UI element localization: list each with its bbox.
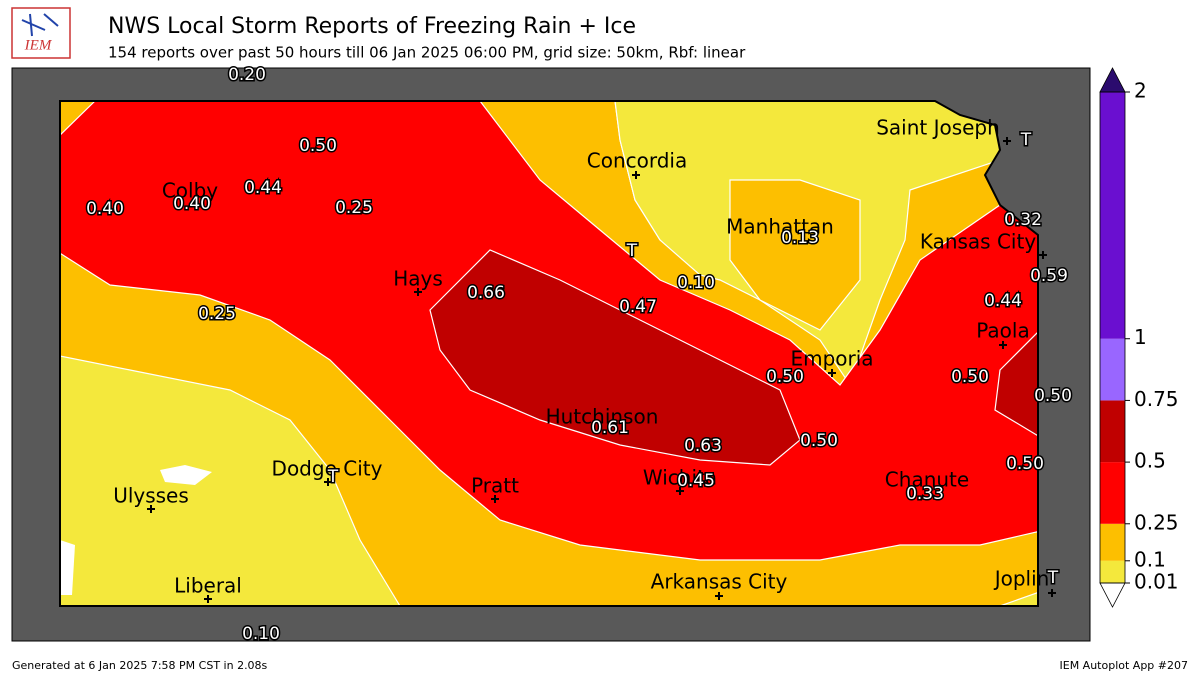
city-marker xyxy=(676,487,684,495)
subtitle: 154 reports over past 50 hours till 06 J… xyxy=(108,44,746,62)
city-marker xyxy=(1003,137,1011,145)
city-name: Concordia xyxy=(587,149,688,173)
city-name: Manhattan xyxy=(726,215,834,239)
report-label: 0.50 xyxy=(951,367,989,387)
city-marker xyxy=(491,495,499,503)
report-label: T xyxy=(626,241,638,261)
report-label: 0.40 xyxy=(86,199,124,219)
colorbar-over xyxy=(1099,67,1126,93)
colorbar-tick-label: 0.1 xyxy=(1134,547,1166,571)
report-label: 0.40 xyxy=(173,194,211,214)
city-marker xyxy=(999,341,1007,349)
colorbar-segment xyxy=(1100,92,1125,339)
colorbar-tick-label: 0.75 xyxy=(1134,387,1179,411)
report-label: 0.50 xyxy=(766,367,804,387)
colorbar-tick-label: 0.01 xyxy=(1134,570,1179,594)
city-marker xyxy=(414,288,422,296)
city-marker xyxy=(1039,251,1047,259)
city-name: Hutchinson xyxy=(546,405,659,429)
city-name: Chanute xyxy=(885,468,969,492)
colorbar-segment xyxy=(1100,400,1125,463)
city-marker xyxy=(632,171,640,179)
kansas-fill xyxy=(60,101,1038,606)
report-label: 0.32 xyxy=(1004,210,1042,230)
colorbar-tick-label: 0.5 xyxy=(1134,449,1166,473)
city-marker xyxy=(1048,589,1056,597)
report-label: 0.20 xyxy=(228,65,266,85)
logo: IEM xyxy=(11,7,71,59)
report-label: 0.63 xyxy=(684,436,722,456)
report-label: 0.50 xyxy=(800,431,838,451)
city-name: Dodge City xyxy=(272,457,383,481)
city-name: Wichita xyxy=(643,466,717,490)
city-name: Pratt xyxy=(471,474,519,498)
colorbar-tick-label: 2 xyxy=(1134,79,1147,103)
colorbar-segment xyxy=(1100,338,1125,401)
report-label: 0.59 xyxy=(1030,266,1068,286)
logo-icon xyxy=(21,13,59,37)
report-label: 0.25 xyxy=(335,198,373,218)
report-label: T xyxy=(1020,130,1032,150)
gap xyxy=(60,540,75,595)
city-marker xyxy=(147,505,155,513)
city-marker xyxy=(715,592,723,600)
report-label: 0.47 xyxy=(619,297,657,317)
logo-frame xyxy=(11,7,71,59)
title: NWS Local Storm Reports of Freezing Rain… xyxy=(108,14,636,39)
colorbar: 0.010.1 0.25 0.5 0.75 1 2 xyxy=(1099,67,1179,608)
logo-text: IEM xyxy=(24,37,53,53)
city-marker xyxy=(324,478,332,486)
state-border xyxy=(59,100,1039,607)
report-label: 0.50 xyxy=(299,136,337,156)
report-label: 0.66 xyxy=(467,283,505,303)
report-label: 0.10 xyxy=(242,624,280,644)
city-name: Colby xyxy=(162,179,218,203)
city-name: Ulysses xyxy=(113,484,189,508)
gap xyxy=(160,465,212,485)
colorbar-frame xyxy=(1099,91,1126,584)
footer-right: IEM Autoplot App #207 xyxy=(1060,659,1189,672)
report-label: 0.25 xyxy=(198,304,236,324)
report-label: 0.13 xyxy=(781,228,819,248)
report-label: T xyxy=(1047,568,1059,588)
report-label: T xyxy=(327,467,339,487)
report-label: 0.44 xyxy=(984,291,1022,311)
city-name: Arkansas City xyxy=(651,570,788,594)
colorbar-segment xyxy=(1100,523,1125,561)
colorbar-tick-label: 0.25 xyxy=(1134,510,1179,534)
band-darkred xyxy=(429,249,801,466)
report-label: 0.50 xyxy=(1006,454,1044,474)
colorbar-segment xyxy=(1100,560,1125,583)
city-name: Kansas City xyxy=(920,230,1037,254)
colorbar-under xyxy=(1099,582,1126,608)
colorbar-tick-label: 1 xyxy=(1134,325,1147,349)
city-name: Emporia xyxy=(790,347,873,371)
footer-left: Generated at 6 Jan 2025 7:58 PM CST in 2… xyxy=(12,659,268,672)
city-name: Hays xyxy=(393,267,443,291)
report-label: 0.45 xyxy=(677,471,715,491)
report-label: 0.61 xyxy=(591,418,629,438)
city-marker xyxy=(828,369,836,377)
band-orange-pocket xyxy=(729,179,861,331)
city-name: Joplin xyxy=(993,567,1050,591)
city-name: Liberal xyxy=(174,574,242,598)
city-marker xyxy=(204,595,212,603)
report-label: 0.50 xyxy=(1034,386,1072,406)
report-label: 0.33 xyxy=(906,484,944,504)
report-label: 0.44 xyxy=(244,178,282,198)
report-label: 0.10 xyxy=(677,273,715,293)
colorbar-segment xyxy=(1100,462,1125,524)
band-darkred-east xyxy=(994,323,1038,442)
city-name: Paola xyxy=(976,319,1029,343)
labels: Concordia Saint Joseph Colby Manhattan Kansa… xyxy=(85,64,1074,646)
city-name: Saint Joseph xyxy=(876,116,1000,140)
